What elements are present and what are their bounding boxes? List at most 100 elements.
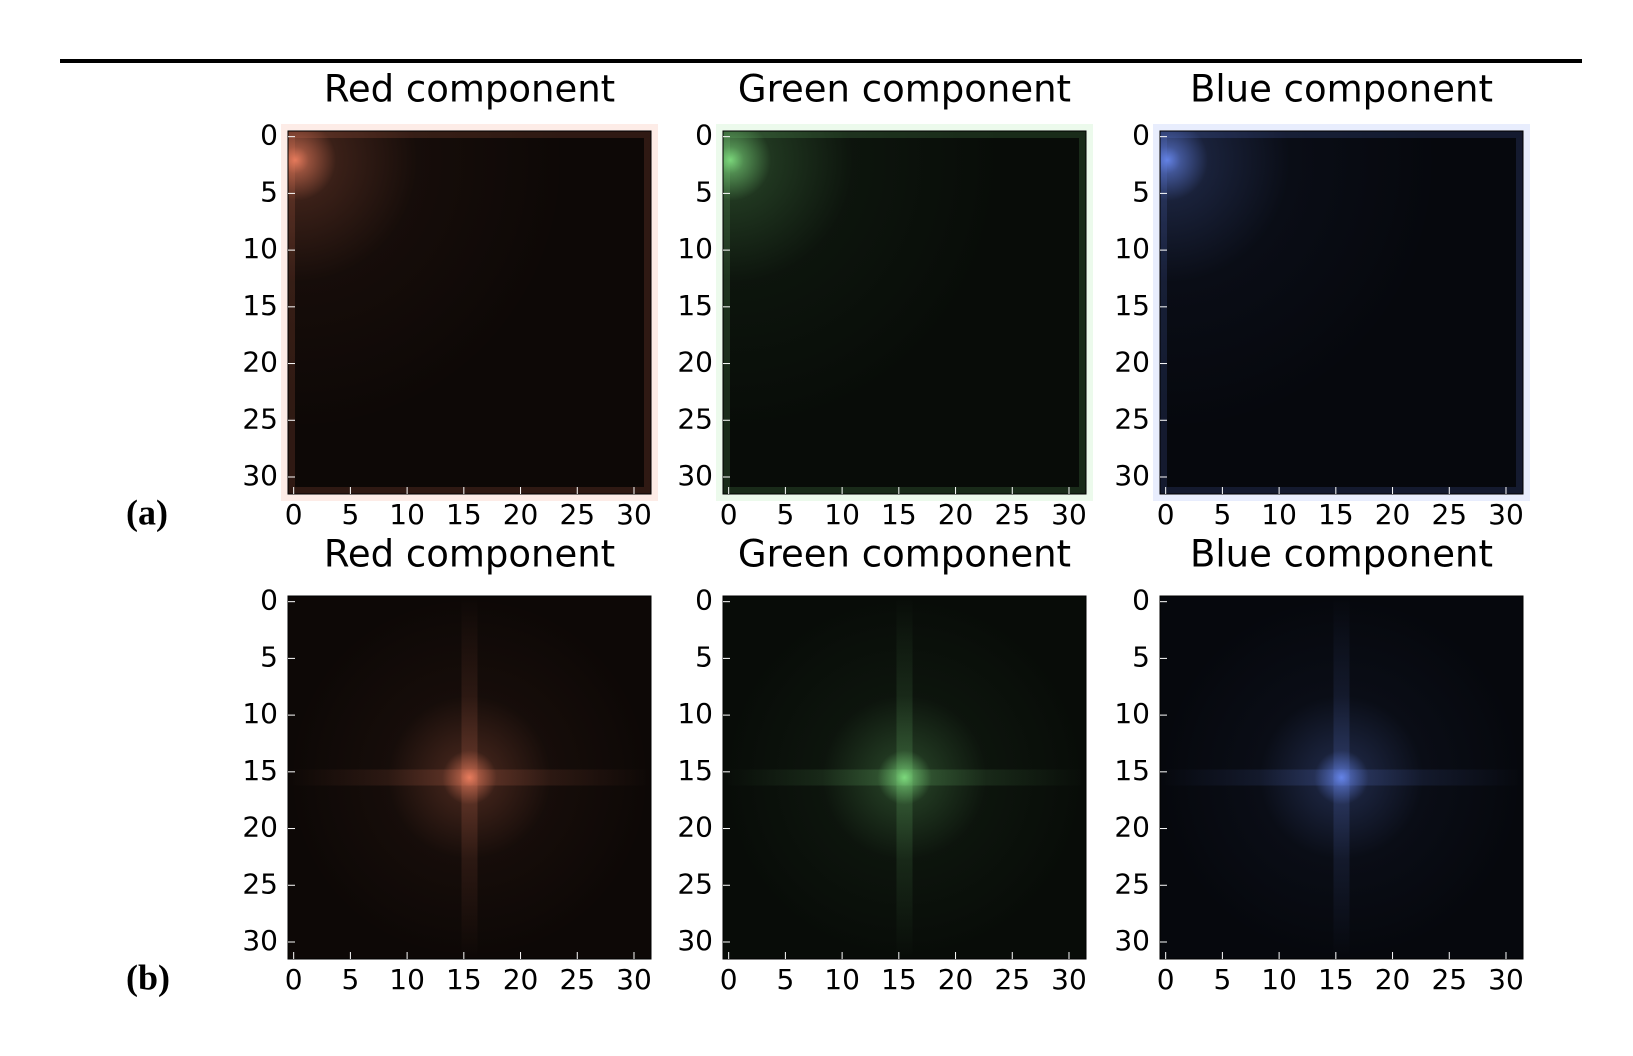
chart-title: Red component (324, 533, 615, 576)
x-tick-label: 5 (1213, 963, 1231, 996)
y-tick-label: 10 (677, 697, 713, 730)
x-tick-label: 10 (824, 498, 860, 531)
x-tick-label: 5 (341, 498, 359, 531)
y-tick-label: 5 (260, 640, 278, 673)
y-tick-label: 5 (1132, 175, 1150, 208)
y-tick-label: 30 (677, 924, 713, 957)
x-tick-label: 20 (1375, 963, 1411, 996)
y-tick-label: 20 (242, 811, 278, 844)
chart-title: Green component (738, 68, 1071, 111)
y-tick-label: 0 (260, 584, 278, 617)
y-tick-label: 20 (242, 346, 278, 379)
x-tick-label: 15 (446, 963, 482, 996)
y-tick-label: 5 (695, 175, 713, 208)
axes-frame (1159, 130, 1524, 495)
y-tick-label: 20 (1114, 811, 1150, 844)
image-arm (896, 596, 913, 959)
y-tick-label: 15 (242, 754, 278, 787)
y-tick-label: 5 (1132, 640, 1150, 673)
y-tick-label: 0 (1132, 584, 1150, 617)
x-tick-label: 30 (616, 963, 652, 996)
y-tick-label: 10 (1114, 232, 1150, 265)
image-arm (461, 596, 478, 959)
axes-frame (722, 595, 1087, 960)
x-tick-label: 10 (1261, 498, 1297, 531)
x-tick-label: 20 (938, 498, 974, 531)
y-tick-label: 25 (242, 402, 278, 435)
x-tick-label: 15 (881, 498, 917, 531)
y-tick-label: 10 (1114, 697, 1150, 730)
image-glow (288, 131, 651, 494)
x-tick-label: 30 (1051, 963, 1087, 996)
y-tick-label: 10 (677, 232, 713, 265)
image-glow (1160, 131, 1523, 494)
x-tick-label: 0 (285, 498, 303, 531)
panel-label: (a) (126, 492, 168, 532)
x-tick-label: 20 (503, 963, 539, 996)
y-tick-label: 30 (242, 459, 278, 492)
y-tick-label: 15 (1114, 289, 1150, 322)
y-tick-label: 25 (1114, 402, 1150, 435)
y-tick-label: 15 (242, 289, 278, 322)
axes-frame (722, 130, 1087, 495)
axes-frame (287, 130, 652, 495)
y-tick-label: 15 (677, 289, 713, 322)
x-tick-label: 30 (1488, 963, 1524, 996)
y-tick-label: 15 (677, 754, 713, 787)
panel-label: (b) (126, 957, 170, 997)
x-tick-label: 30 (1051, 498, 1087, 531)
y-tick-label: 25 (677, 402, 713, 435)
y-tick-label: 0 (695, 584, 713, 617)
y-tick-label: 25 (677, 867, 713, 900)
x-tick-label: 0 (720, 963, 738, 996)
x-tick-label: 25 (559, 498, 595, 531)
y-tick-label: 20 (1114, 346, 1150, 379)
x-tick-label: 20 (938, 963, 974, 996)
y-tick-label: 20 (677, 811, 713, 844)
y-tick-label: 5 (260, 175, 278, 208)
x-tick-label: 25 (994, 498, 1030, 531)
y-tick-label: 25 (1114, 867, 1150, 900)
x-tick-label: 25 (994, 963, 1030, 996)
y-tick-label: 0 (1132, 119, 1150, 152)
y-tick-label: 15 (1114, 754, 1150, 787)
chart-title: Blue component (1190, 68, 1493, 111)
y-tick-label: 10 (242, 232, 278, 265)
x-tick-label: 20 (503, 498, 539, 531)
x-tick-label: 5 (776, 498, 794, 531)
axes-frame (1159, 595, 1524, 960)
y-tick-label: 30 (677, 459, 713, 492)
x-tick-label: 0 (720, 498, 738, 531)
y-tick-label: 25 (242, 867, 278, 900)
x-tick-label: 10 (389, 963, 425, 996)
x-tick-label: 15 (446, 498, 482, 531)
x-tick-label: 10 (1261, 963, 1297, 996)
x-tick-label: 20 (1375, 498, 1411, 531)
chart-title: Red component (324, 68, 615, 111)
chart-title: Blue component (1190, 533, 1493, 576)
x-tick-label: 25 (559, 963, 595, 996)
x-tick-label: 30 (616, 498, 652, 531)
y-tick-label: 5 (695, 640, 713, 673)
x-tick-label: 5 (1213, 498, 1231, 531)
y-tick-label: 0 (695, 119, 713, 152)
x-tick-label: 5 (776, 963, 794, 996)
y-tick-label: 10 (242, 697, 278, 730)
x-tick-label: 15 (1318, 963, 1354, 996)
x-tick-label: 30 (1488, 498, 1524, 531)
x-tick-label: 10 (389, 498, 425, 531)
chart-title: Green component (738, 533, 1071, 576)
x-tick-label: 25 (1431, 963, 1467, 996)
x-tick-label: 15 (881, 963, 917, 996)
y-tick-label: 30 (242, 924, 278, 957)
y-tick-label: 0 (260, 119, 278, 152)
y-tick-label: 30 (1114, 924, 1150, 957)
x-tick-label: 5 (341, 963, 359, 996)
x-tick-label: 0 (285, 963, 303, 996)
axes-frame (287, 595, 652, 960)
x-tick-label: 0 (1157, 963, 1175, 996)
x-tick-label: 0 (1157, 498, 1175, 531)
x-tick-label: 10 (824, 963, 860, 996)
image-glow (723, 131, 1086, 494)
